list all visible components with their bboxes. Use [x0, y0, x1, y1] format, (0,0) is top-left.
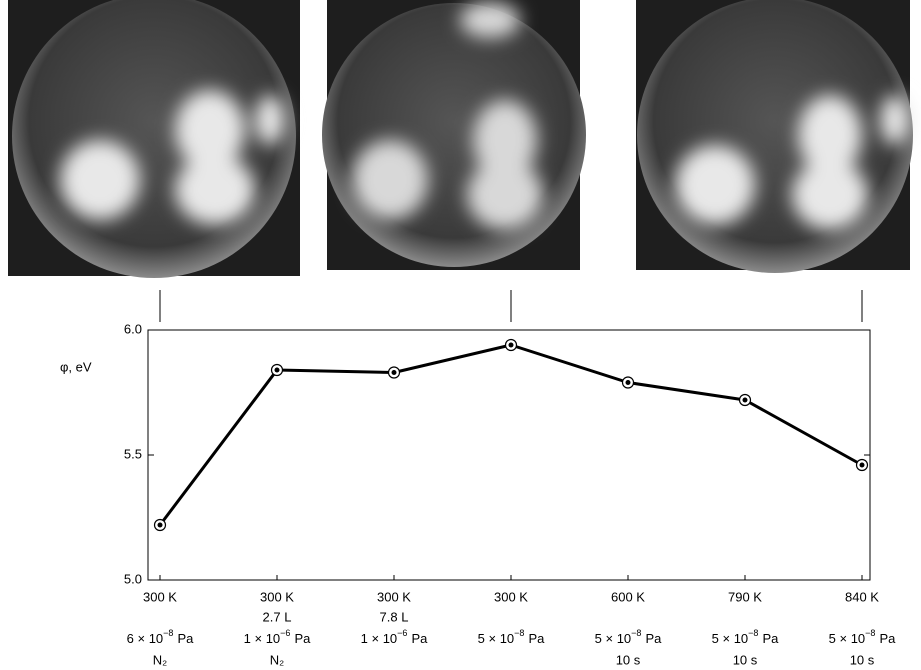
x-tick-label: 600 K [611, 589, 645, 604]
pressure-unit: Pa [879, 631, 896, 646]
pressure-label: 1 × 10−6 Pa [244, 628, 311, 646]
image-connectors [159, 290, 863, 322]
data-point [621, 376, 635, 389]
x-tick-label: 840 K [845, 589, 879, 604]
images [8, 0, 913, 278]
pressure-mantissa: 5 × 10 [712, 631, 749, 646]
point-dot [391, 370, 397, 375]
pressure-mantissa: 5 × 10 [478, 631, 515, 646]
pressure-mantissa: 5 × 10 [829, 631, 866, 646]
condition-label: 10 s [850, 652, 875, 667]
point-dot [859, 462, 865, 468]
pressure-exponent: −8 [631, 628, 641, 638]
point-dot [157, 522, 163, 528]
pressure-exponent: −8 [865, 628, 875, 638]
image-3 [636, 0, 913, 273]
pressure-label: 5 × 10−8 Pa [595, 628, 662, 646]
pressure-label: 5 × 10−8 Pa [829, 628, 896, 646]
data-point [387, 366, 401, 379]
condition-label: 10 s [616, 652, 641, 667]
pressure-label: 5 × 10−8 Pa [712, 628, 779, 646]
dose-label: 2.7 L [263, 609, 292, 624]
pressure-exponent: −6 [397, 628, 407, 638]
condition-label: N₂ [270, 652, 284, 667]
pressure-exponent: −8 [514, 628, 524, 638]
data-point [270, 363, 284, 377]
pressure-label: 6 × 10−8 Pa [127, 628, 194, 646]
point-dot [625, 380, 631, 385]
pressure-unit: Pa [762, 631, 779, 646]
pressure-unit: Pa [645, 631, 662, 646]
data-point [738, 393, 752, 407]
plot-frame [147, 329, 871, 581]
pressure-mantissa: 5 × 10 [595, 631, 632, 646]
point-dot [508, 342, 514, 348]
pressure-exponent: −8 [748, 628, 758, 638]
pressure-unit: Pa [177, 631, 194, 646]
pressure-exponent: −6 [280, 628, 290, 638]
pressure-unit: Pa [294, 631, 311, 646]
dose-label: 7.8 L [380, 609, 409, 624]
point-dot [274, 367, 280, 373]
pressure-unit: Pa [411, 631, 428, 646]
x-tick-label: 790 K [728, 589, 762, 604]
y-tick-label: 5.5 [124, 446, 142, 461]
point-dot [742, 397, 748, 403]
pressure-unit: Pa [528, 631, 545, 646]
condition-label: 10 s [733, 652, 758, 667]
pressure-mantissa: 1 × 10 [244, 631, 281, 646]
data-point [153, 518, 167, 532]
data-point [504, 338, 518, 352]
x-tick-label: 300 K [377, 589, 411, 604]
pressure-mantissa: 6 × 10 [127, 631, 164, 646]
image-2 [322, 0, 586, 270]
x-tick-label: 300 K [494, 589, 528, 604]
x-tick-label: 300 K [260, 589, 294, 604]
pressure-mantissa: 1 × 10 [361, 631, 398, 646]
y-tick-label: 5.0 [124, 571, 142, 586]
y-tick-label: 6.0 [124, 321, 142, 336]
condition-label: N₂ [153, 652, 167, 667]
pressure-label: 1 × 10−6 Pa [361, 628, 428, 646]
pressure-exponent: −8 [163, 628, 173, 638]
x-tick-label: 300 K [143, 589, 177, 604]
image-1 [8, 0, 300, 278]
data-line [158, 343, 863, 526]
data-point [855, 458, 869, 472]
y-axis-label: φ, eV [60, 359, 92, 374]
pressure-label: 5 × 10−8 Pa [478, 628, 545, 646]
